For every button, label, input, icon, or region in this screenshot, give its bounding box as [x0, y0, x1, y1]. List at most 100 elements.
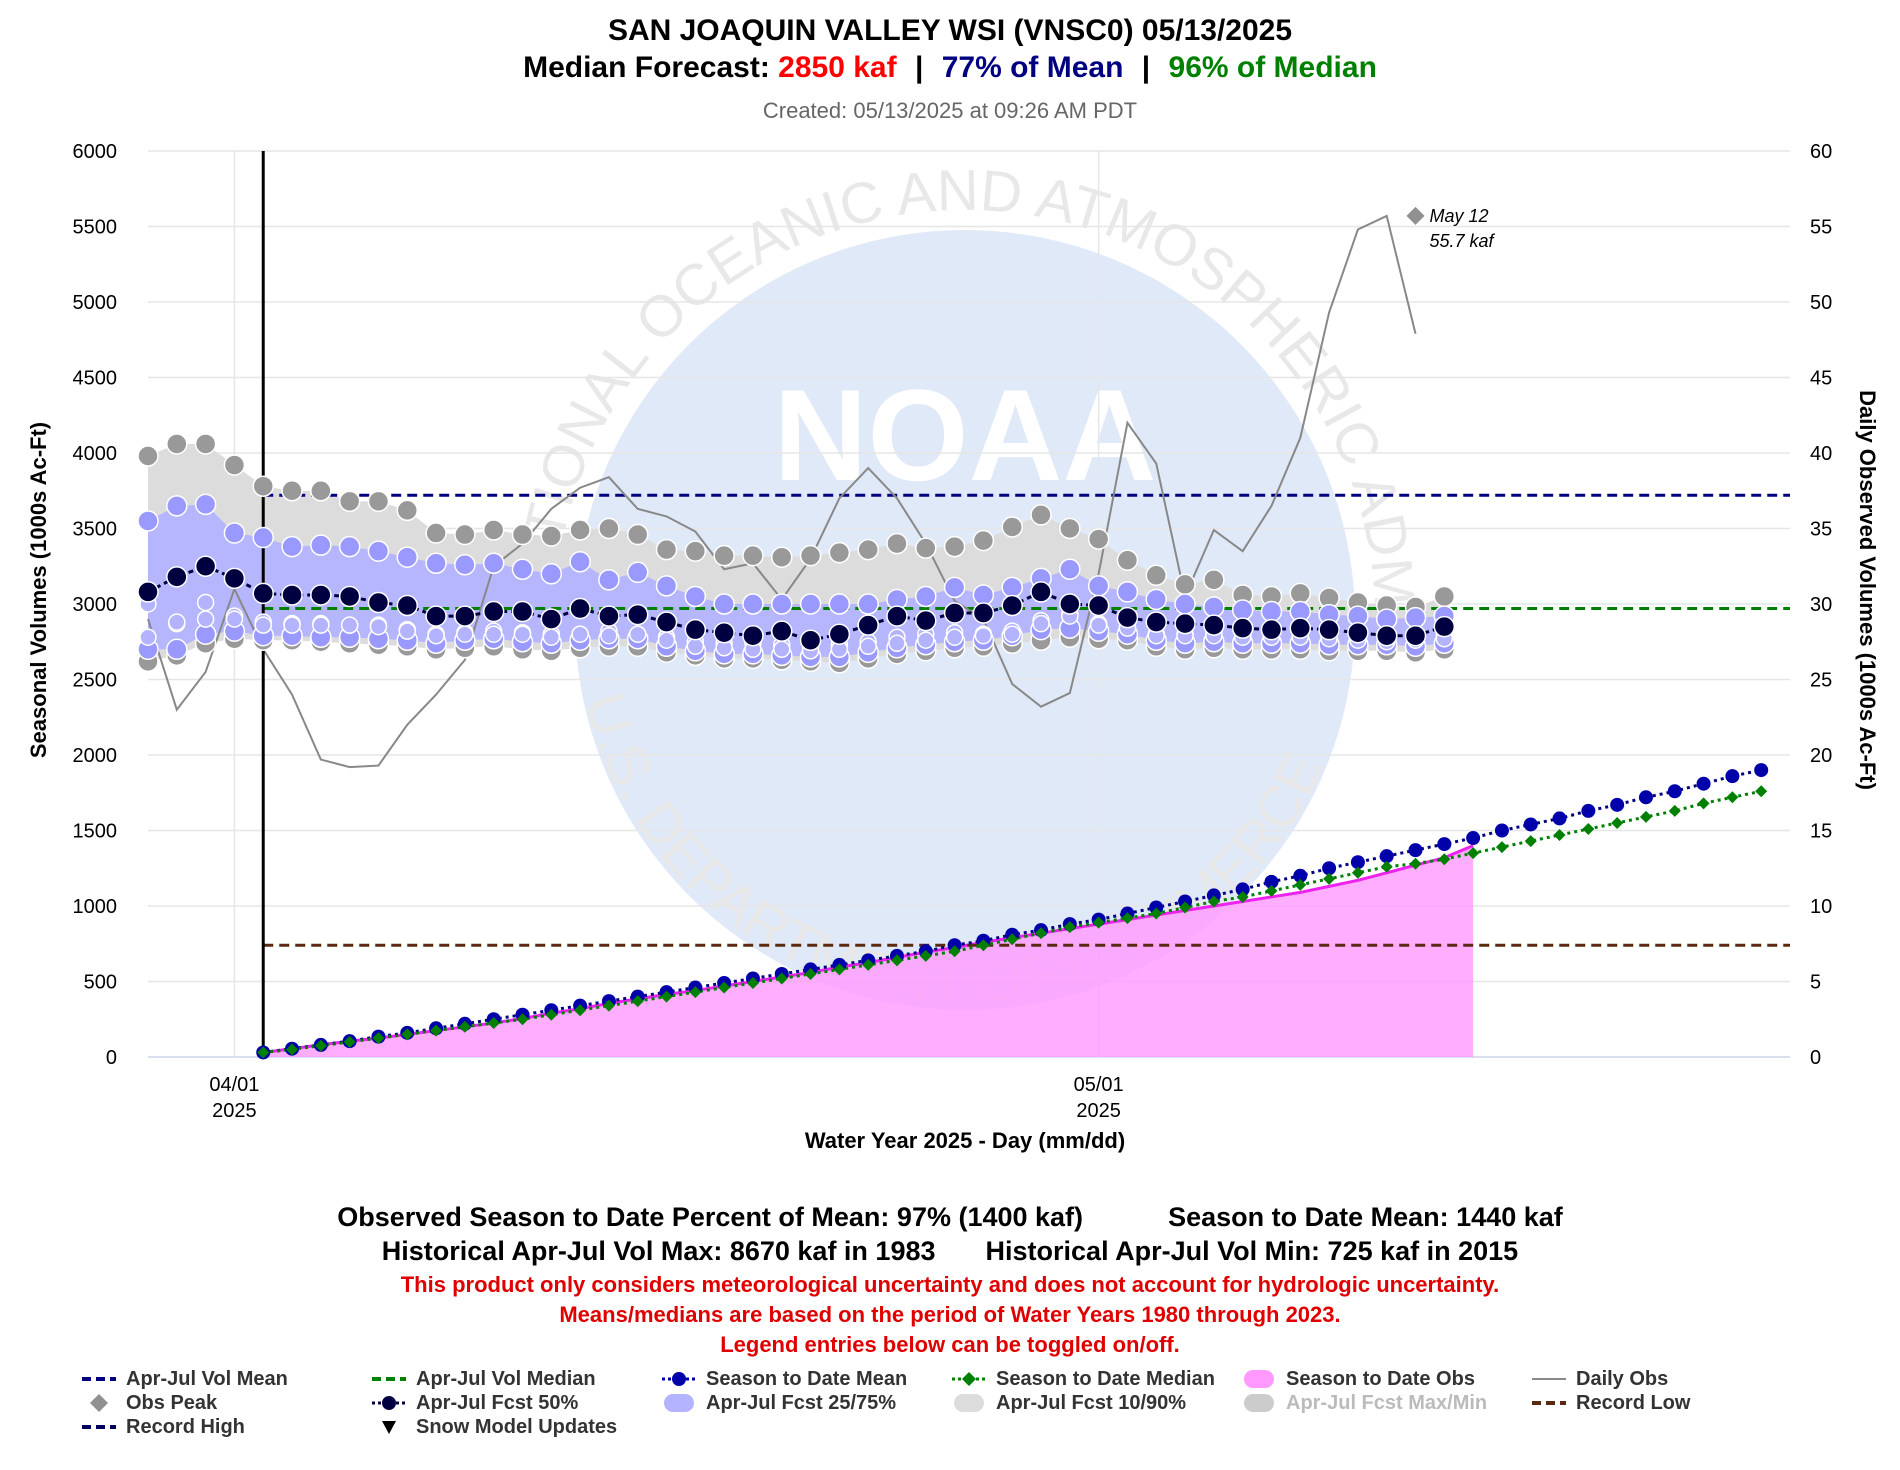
season-median-point — [545, 1008, 558, 1021]
percent-of-mean: 77% of Mean — [941, 51, 1124, 84]
fcst-25-point — [773, 640, 791, 659]
fcst-25-point — [1003, 625, 1021, 643]
fcst-50-point — [338, 585, 361, 608]
fcst-50-line — [147, 564, 1445, 642]
separator: | — [1141, 51, 1151, 84]
fcst-50-point — [1347, 621, 1369, 644]
season-mean-point — [1322, 861, 1337, 876]
season-median-point — [1265, 884, 1278, 897]
fcst-max-point — [252, 475, 274, 497]
fcst-90-point — [1059, 558, 1081, 581]
fcst-25-point — [888, 634, 906, 653]
fcst-max-point — [1145, 564, 1167, 587]
dash-line-icon — [1532, 1401, 1566, 1405]
fcst-max-point — [771, 546, 793, 568]
fcst-90-point — [310, 534, 332, 556]
fcst-90-point — [655, 575, 678, 597]
fcst-90-point — [281, 535, 303, 558]
fcst-90-point — [1145, 588, 1167, 611]
dash-line-icon — [82, 1377, 116, 1381]
toggle-note: Legend entries below can be toggled on/o… — [720, 1332, 1180, 1357]
fcst-90-point — [799, 593, 822, 615]
chart-subtitle: Median Forecast: 2850 kaf | 77% of Mean … — [0, 51, 1900, 85]
fcst-25-point — [1089, 616, 1108, 634]
fcst-90-point — [252, 526, 274, 549]
season-mean-point — [1408, 843, 1423, 858]
fcst-25-point — [456, 625, 474, 643]
period-note: Means/medians are based on the period of… — [559, 1302, 1341, 1327]
fcst-90-point — [713, 593, 735, 615]
x-axis-label: Water Year 2025 - Day (mm/dd) — [805, 1128, 1125, 1153]
season-mean-point — [1696, 776, 1711, 791]
dash-line-icon — [82, 1425, 116, 1429]
fcst-max-point — [396, 499, 419, 522]
fcst-90-point — [828, 593, 851, 615]
season-mean-point — [1264, 874, 1279, 889]
y2-axis-label: Daily Observed Volumes (1000s Ac-Ft) — [1855, 390, 1880, 790]
fcst-50-point — [396, 594, 419, 617]
season-median-point — [1697, 797, 1710, 810]
forecast-prefix: Median Forecast: — [523, 51, 770, 84]
fcst-75-point — [196, 593, 215, 612]
y-tick-label: 0 — [106, 1047, 117, 1069]
fcst-50-point — [771, 620, 793, 642]
fcst-max-point — [713, 544, 735, 567]
y2-tick-label: 15 — [1810, 821, 1832, 843]
fcst-25-point — [945, 628, 964, 646]
season-median-point — [631, 995, 644, 1008]
season-median-point — [775, 972, 788, 985]
season-median-point — [1207, 895, 1220, 908]
fcst-max-point — [1289, 582, 1312, 605]
fcst-max-point — [1433, 585, 1456, 608]
fcst-50-point — [1289, 617, 1312, 639]
fcst-50-point — [223, 567, 246, 590]
y2-tick-label: 40 — [1810, 443, 1832, 465]
fcst-50-point — [166, 566, 188, 588]
fcst-90-point — [1231, 599, 1254, 621]
y2-tick-label: 20 — [1810, 745, 1832, 767]
y2-tick-label: 5 — [1810, 972, 1821, 994]
fcst-25-point — [571, 625, 589, 643]
fcst-max-point — [1174, 573, 1196, 596]
season-median-point — [718, 981, 731, 994]
season-mean-point — [1552, 811, 1567, 826]
season-median-point — [1524, 835, 1537, 848]
season-median-point — [1553, 829, 1566, 842]
created-timestamp: Created: 05/13/2025 at 09:26 AM PDT — [762, 98, 1138, 123]
fcst-50-point — [1030, 581, 1052, 603]
disclaimer-note: This product only considers meteorologic… — [400, 1272, 1500, 1297]
fcst-max-point — [684, 540, 707, 562]
fcst-50-point — [367, 591, 390, 614]
season-median-point — [890, 954, 903, 967]
dotted-diamond-icon — [952, 1372, 986, 1386]
fcst-max-point — [943, 535, 966, 558]
forecast-value: 2850 kaf — [778, 51, 897, 84]
fcst-25-point — [628, 625, 647, 643]
fcst-25-point — [917, 631, 935, 649]
fcst-25-point — [254, 616, 272, 634]
fcst-max-point — [1203, 569, 1225, 591]
fcst-50-point — [569, 597, 591, 620]
season-median-point — [257, 1046, 270, 1059]
fcst-25-point — [168, 613, 186, 631]
y2-tick-label: 0 — [1810, 1047, 1821, 1069]
chart-title: SAN JOAQUIN VALLEY WSI (VNSC0) 05/13/202… — [607, 14, 1293, 47]
watermark-agency: NOAA — [774, 362, 1157, 508]
fcst-max-point — [655, 538, 678, 561]
fcst-50-point — [713, 621, 735, 644]
fcst-50-point — [1318, 618, 1340, 641]
season-median-point — [1755, 785, 1768, 798]
season-median-point — [1582, 822, 1595, 835]
season-median-point — [862, 958, 875, 971]
y2-tick-label: 45 — [1810, 368, 1832, 390]
fcst-max-point — [310, 480, 332, 502]
season-median-point — [689, 986, 702, 999]
thin-line-icon — [1532, 1378, 1566, 1380]
y2-tick-label: 10 — [1810, 896, 1832, 918]
season-mean-point — [1350, 855, 1365, 870]
season-median-point — [1236, 890, 1249, 903]
fcst-50-point — [1145, 611, 1167, 633]
fcst-25-point — [139, 628, 157, 646]
dotted-circle-icon — [372, 1396, 406, 1410]
fcst-max-point — [166, 433, 188, 455]
